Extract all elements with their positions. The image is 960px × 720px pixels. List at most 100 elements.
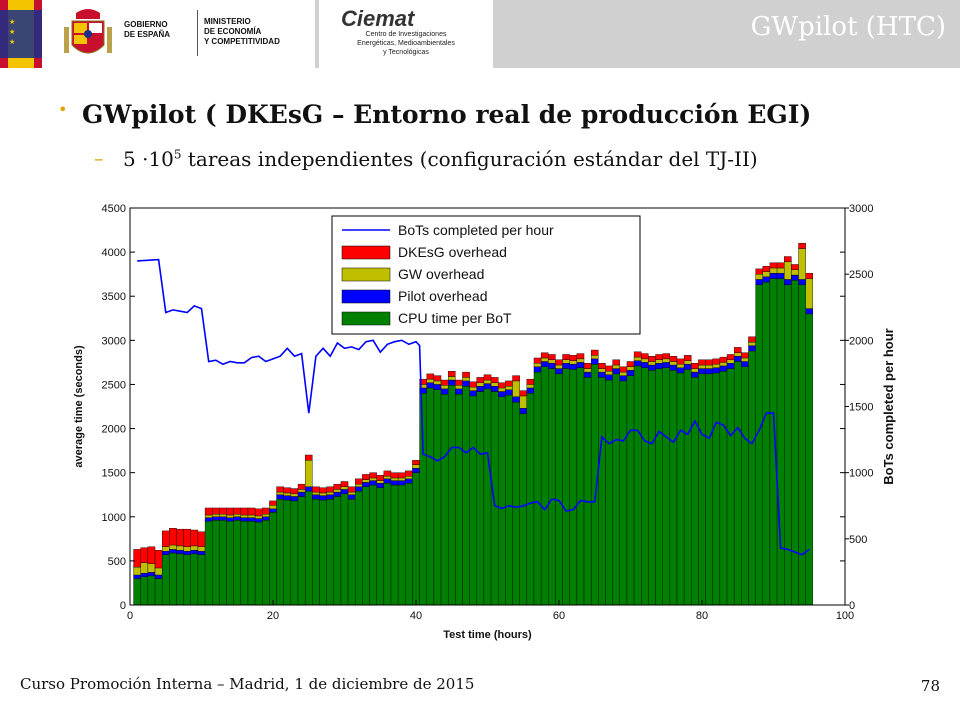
- bar-segment: [390, 480, 399, 486]
- bar-segment: [562, 359, 570, 364]
- bar-segment: [769, 262, 778, 269]
- bar-segment: [290, 488, 299, 495]
- bar-segment: [583, 368, 592, 373]
- bar-segment: [662, 362, 671, 368]
- bar-segment: [397, 480, 406, 486]
- bar-segment: [519, 413, 528, 606]
- bar-segment: [505, 389, 513, 396]
- bar-segment: [276, 486, 284, 493]
- bar-segment: [476, 386, 485, 392]
- y2-tick-label: 2500: [849, 269, 873, 281]
- bar-segment: [540, 357, 549, 362]
- bar-segment: [355, 478, 363, 485]
- bar-segment: [605, 365, 613, 372]
- bar-segment: [419, 393, 427, 606]
- bar-segment: [655, 354, 663, 360]
- bar-segment: [741, 357, 749, 362]
- bar-segment: [390, 472, 399, 479]
- sub-bullet-suffix: tareas independientes (configuración est…: [181, 147, 758, 171]
- bar-segment: [212, 520, 220, 606]
- bar-segment: [476, 382, 485, 387]
- bar-segment: [283, 492, 292, 496]
- bar-segment: [319, 492, 327, 496]
- bar-segment: [262, 513, 270, 517]
- bar-segment: [226, 507, 234, 516]
- bar-segment: [784, 261, 792, 280]
- bar-segment: [641, 367, 649, 606]
- bar-segment: [319, 495, 327, 501]
- bar-segment: [676, 367, 685, 374]
- bar-segment: [676, 358, 685, 365]
- bar-segment: [133, 574, 141, 579]
- bar-segment: [476, 377, 485, 383]
- bar-segment: [784, 256, 792, 263]
- bar-segment: [548, 368, 556, 606]
- bar-segment: [576, 353, 585, 360]
- bar-segment: [247, 520, 256, 606]
- bar-segment: [519, 408, 528, 414]
- bar-segment: [347, 498, 356, 606]
- ciemat-logo: Ciemat Centro de Investigaciones Energét…: [319, 0, 493, 68]
- bar-segment: [726, 354, 735, 360]
- bar-segment: [641, 358, 649, 363]
- bar-segment: [655, 368, 663, 606]
- bar-segment: [633, 351, 642, 358]
- bar-segment: [683, 369, 692, 606]
- bar-segment: [383, 478, 392, 484]
- bar-segment: [755, 279, 763, 285]
- bar-segment: [462, 380, 470, 387]
- bar-segment: [397, 472, 406, 479]
- gob-line-1: GOBIERNO: [124, 20, 168, 29]
- bar-segment: [619, 366, 628, 373]
- bar-segment: [733, 356, 742, 362]
- bar-segment: [304, 454, 313, 461]
- y2-axis-label: BoTs completed per hour: [881, 328, 896, 485]
- bar-segment: [369, 472, 377, 479]
- bar-segment: [462, 377, 470, 382]
- bar-segment: [276, 498, 284, 606]
- bar-segment: [355, 486, 363, 492]
- bar-segment: [569, 360, 578, 365]
- bar-segment: [333, 496, 342, 606]
- eu-star-icon: ★: [9, 18, 15, 26]
- svg-text:★: ★: [9, 28, 15, 36]
- bar-segment: [183, 554, 191, 606]
- y2-tick-label: 500: [849, 534, 867, 546]
- bar-segment: [383, 470, 392, 477]
- bar-segment: [805, 313, 814, 606]
- bar-segment: [269, 512, 277, 606]
- bar-segment: [276, 494, 284, 500]
- bar-segment: [776, 273, 785, 279]
- bar-segment: [154, 574, 163, 579]
- bar-segment: [612, 368, 620, 375]
- bar-segment: [133, 549, 141, 568]
- bar-segment: [140, 562, 149, 574]
- section-title: GWpilot (HTC): [750, 12, 946, 42]
- bar-segment: [719, 371, 728, 606]
- bar-segment: [447, 376, 456, 381]
- spain-flag: ★ ★ ★: [0, 0, 42, 68]
- legend-label: Pilot overhead: [398, 288, 488, 304]
- bar-segment: [698, 359, 706, 366]
- bar-segment: [705, 364, 713, 369]
- bar-segment: [719, 362, 728, 367]
- bar-segment: [762, 281, 771, 606]
- bar-segment: [526, 378, 535, 385]
- bar-segment: [726, 359, 735, 364]
- bar-segment: [440, 393, 449, 606]
- bar-segment: [376, 483, 385, 488]
- sub-bullet-prefix: 5 ·10: [123, 147, 174, 171]
- bar-segment: [376, 480, 385, 484]
- bar-segment: [254, 508, 263, 517]
- footer-text: Curso Promoción Interna – Madrid, 1 de d…: [20, 675, 475, 693]
- bar-segment: [648, 361, 656, 366]
- bar-segment: [548, 359, 556, 364]
- bar-segment: [433, 375, 442, 382]
- bar-segment: [683, 355, 692, 361]
- bar-segment: [190, 545, 199, 551]
- bar-segment: [447, 385, 456, 606]
- bar-segment: [333, 491, 342, 497]
- bar-segment: [619, 380, 628, 606]
- bar-segment: [691, 371, 699, 378]
- y-tick-label: 3000: [102, 335, 126, 347]
